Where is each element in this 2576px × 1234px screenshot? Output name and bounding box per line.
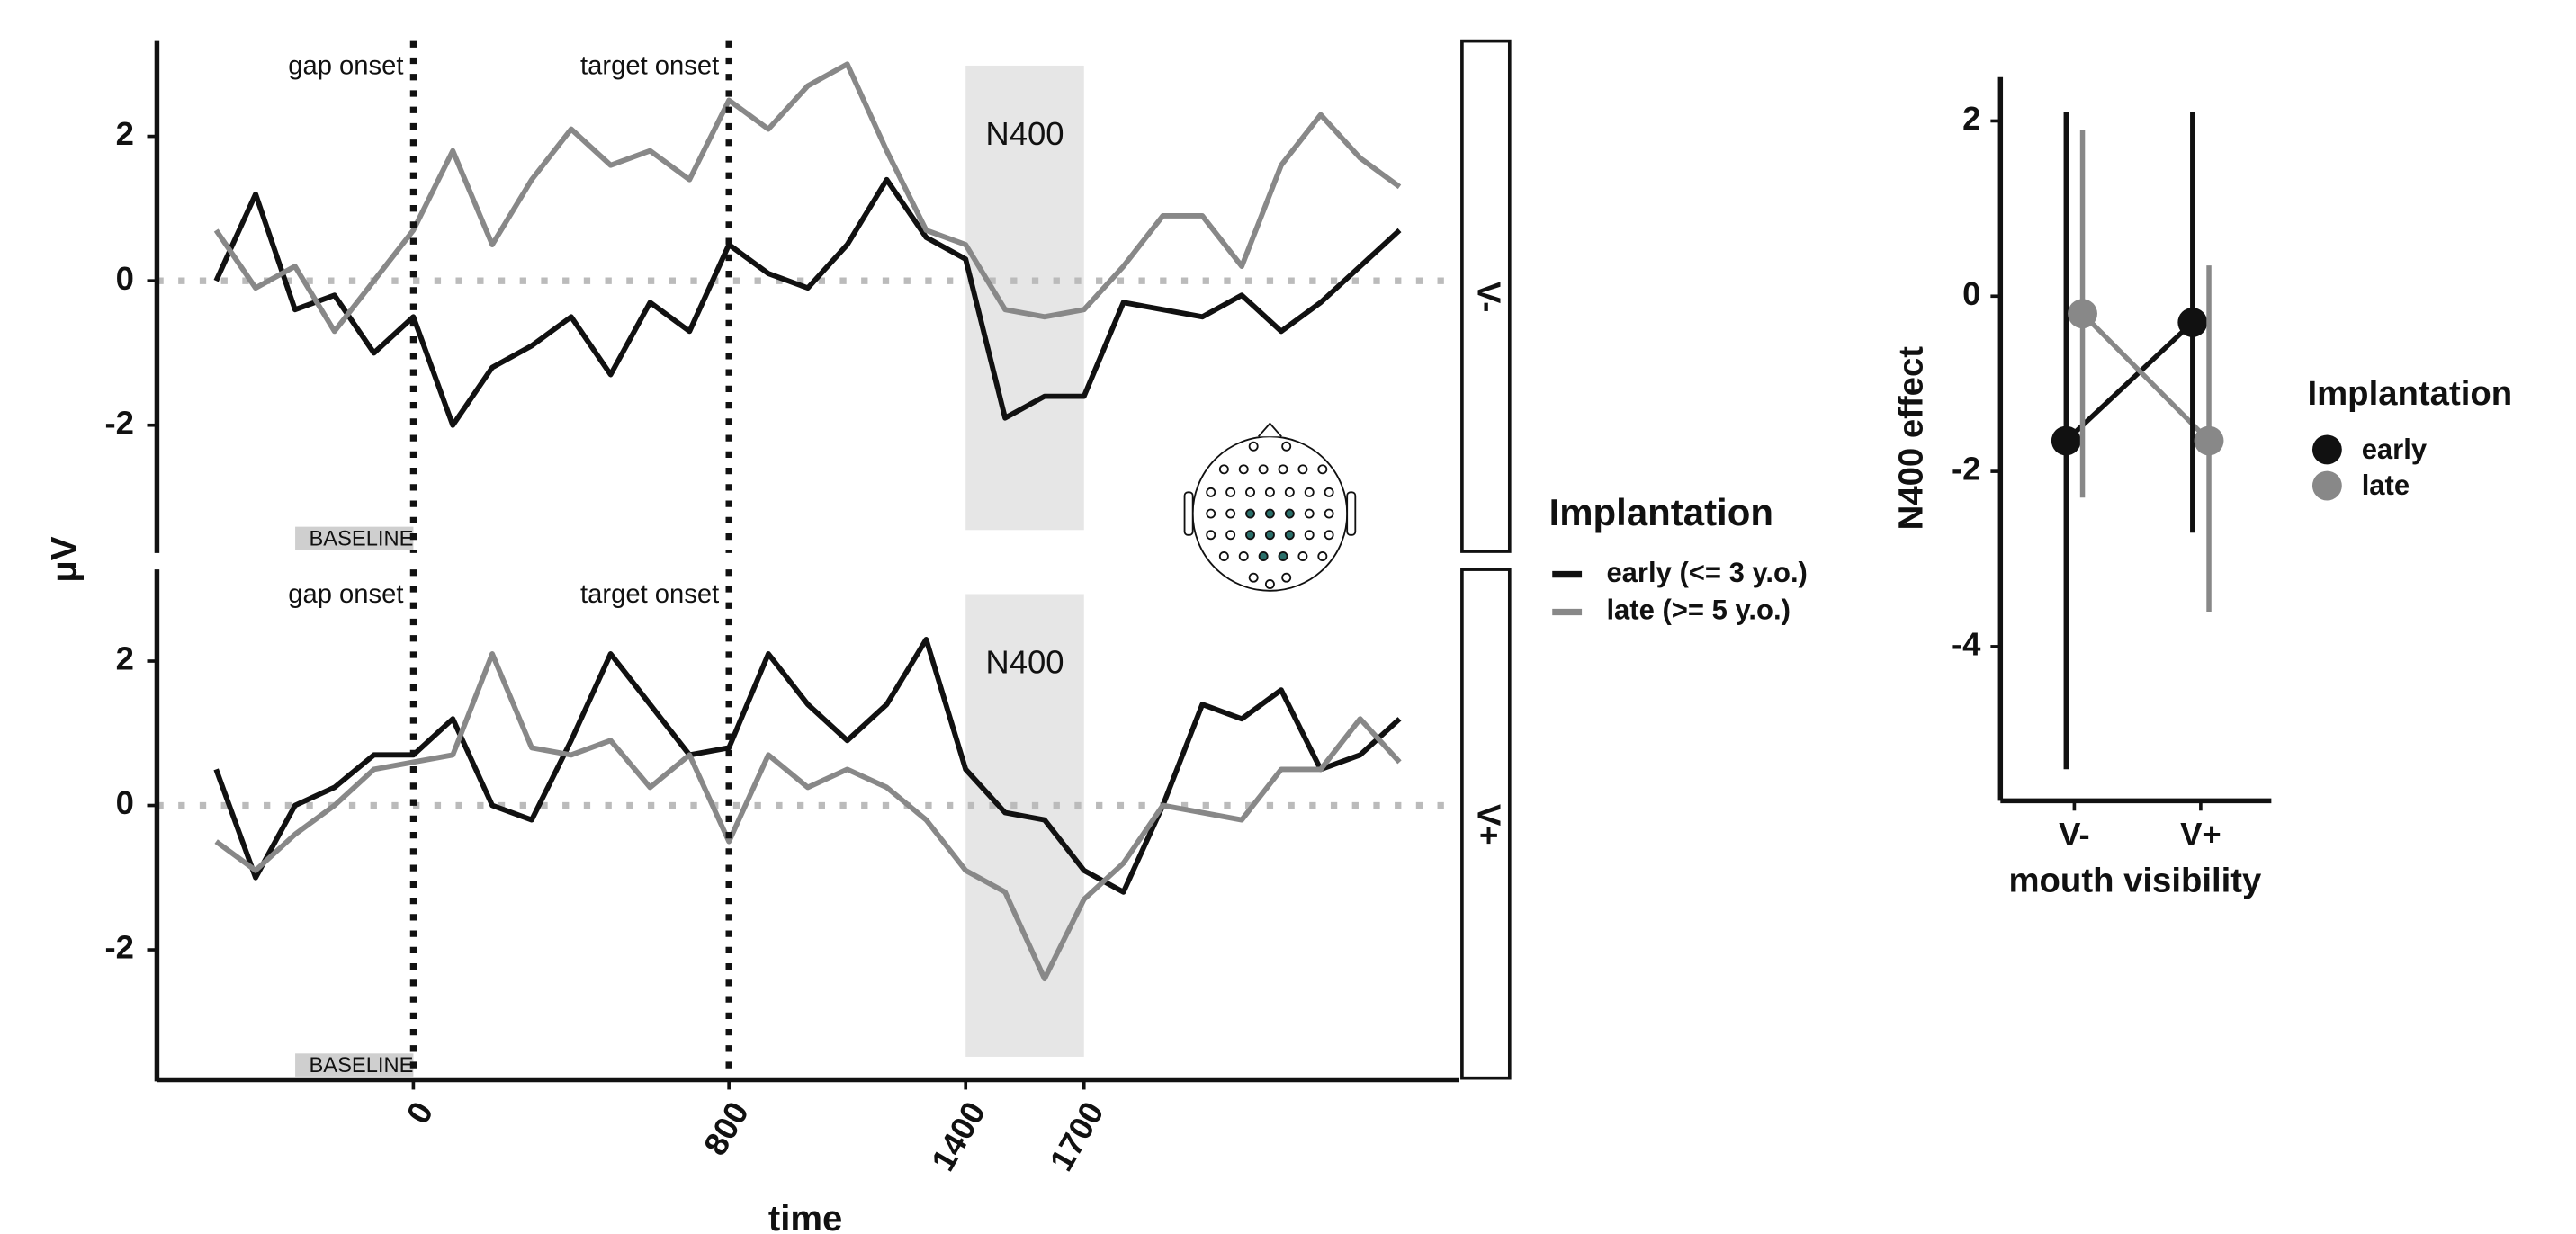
legend-title: Implantation <box>2307 374 2512 413</box>
y-tick-label: -4 <box>1952 626 1981 663</box>
y-axis-title: μV <box>44 536 85 583</box>
y-tick-label: 0 <box>116 260 134 297</box>
x-tick-label: V- <box>2059 816 2089 853</box>
x-tick-label: 1400 <box>924 1095 992 1177</box>
point <box>2177 308 2207 337</box>
legend-label: early (<= 3 y.o.) <box>1606 557 1807 588</box>
facet-label: V+ <box>1471 804 1508 845</box>
page: {"chart_data": [ {"type": "line", "facet… <box>0 0 2576 1234</box>
y-tick-label: -2 <box>104 404 133 441</box>
onset-label: gap onset <box>288 580 403 609</box>
chart: N400 BASELINE gap onset target onset -2 0 2 V-μ… <box>0 0 2576 1234</box>
y-tick-label: 0 <box>116 784 134 821</box>
legend-swatch <box>2312 471 2342 501</box>
shade-label: N400 <box>985 115 1064 152</box>
connector-line <box>2066 322 2192 441</box>
legend-swatch <box>2312 434 2342 464</box>
point <box>2195 426 2224 456</box>
y-tick-label: 2 <box>1962 100 1980 137</box>
y-axis-title: N400 effect <box>1892 346 1931 531</box>
facet-label: V- <box>1471 282 1508 312</box>
baseline-label: BASELINE <box>309 1054 413 1078</box>
legend-title: Implantation <box>1549 491 1773 533</box>
series-line <box>216 64 1399 331</box>
x-axis-title: time <box>768 1198 843 1234</box>
onset-label: target onset <box>580 580 719 609</box>
ear <box>1347 492 1355 534</box>
onset-label: target onset <box>580 52 719 81</box>
y-tick-label: -2 <box>1952 451 1980 487</box>
y-tick-label: 2 <box>116 115 134 152</box>
x-tick-label: 0 <box>399 1095 441 1130</box>
shade-label: N400 <box>985 644 1064 681</box>
x-axis-title: mouth visibility <box>2008 862 2262 900</box>
series-line <box>216 180 1399 425</box>
onset-label: gap onset <box>288 52 403 81</box>
electrode-map <box>1185 424 1356 591</box>
y-tick-label: 0 <box>1962 275 1980 312</box>
legend-label: early <box>2362 434 2428 465</box>
baseline-label: BASELINE <box>309 528 413 551</box>
point <box>2051 426 2081 456</box>
nose <box>1259 424 1282 437</box>
y-tick-label: 2 <box>116 640 134 677</box>
y-tick-label: -2 <box>104 929 133 966</box>
x-tick-label: V+ <box>2180 816 2221 853</box>
legend-label: late <box>2362 469 2410 501</box>
x-tick-label: 800 <box>696 1095 756 1161</box>
legend-label: late (>= 5 y.o.) <box>1606 595 1790 626</box>
x-tick-label: 1700 <box>1043 1095 1111 1177</box>
point <box>2068 299 2097 328</box>
ear <box>1185 492 1193 534</box>
